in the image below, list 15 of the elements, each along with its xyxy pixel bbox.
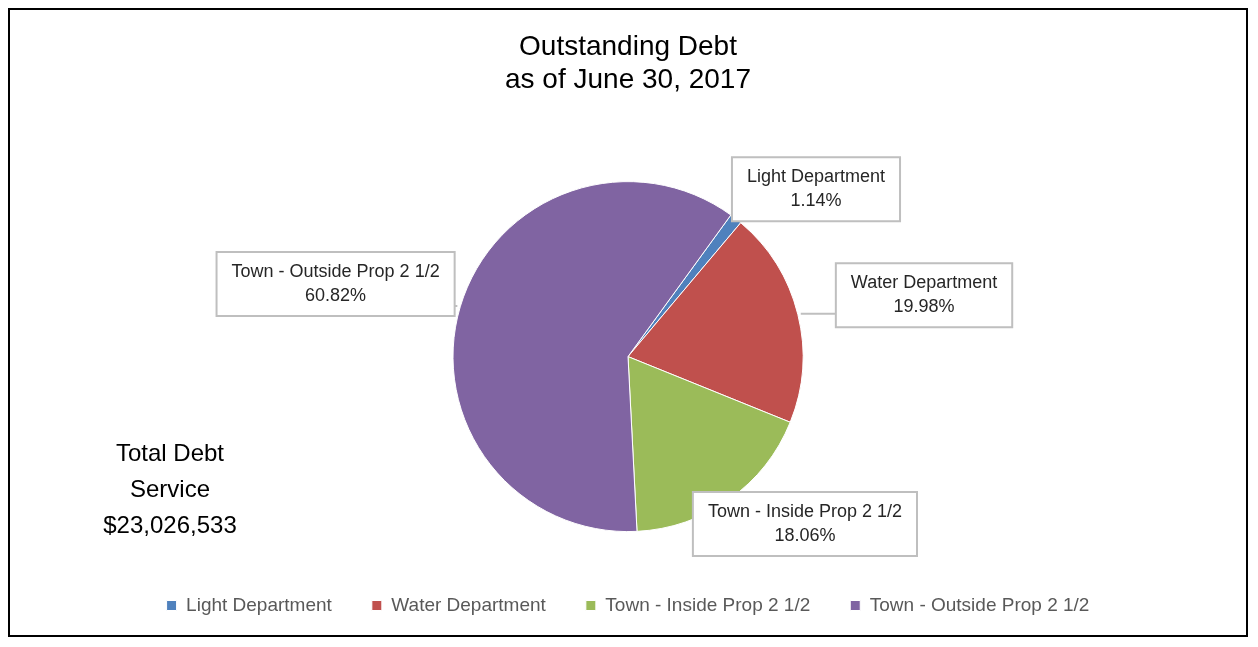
data-label: 1.14% — [790, 190, 842, 211]
legend-label: Water Department — [391, 593, 547, 615]
legend-label: Light Department — [186, 593, 333, 615]
text: Outstanding Debt — [519, 29, 737, 61]
text: as of June 30, 2017 — [505, 63, 751, 95]
text: Total Debt Service $23,026,533 — [102, 438, 238, 540]
slice-label: Town - Outside Prop 2 1/2 — [231, 261, 440, 282]
slice-label: Town - Inside Prop 2 1/2 — [707, 500, 902, 521]
slice-label: Water Department — [850, 272, 998, 293]
legend-label: Town - Inside Prop 2 1/2 — [605, 593, 811, 615]
slice-label: Light Department — [746, 166, 886, 187]
data-label: 18.06% — [774, 524, 836, 545]
data-label: 60.82% — [305, 285, 367, 306]
legend-label: Town - Outside Prop 2 1/2 — [869, 593, 1090, 615]
data-label: 19.98% — [893, 296, 955, 317]
